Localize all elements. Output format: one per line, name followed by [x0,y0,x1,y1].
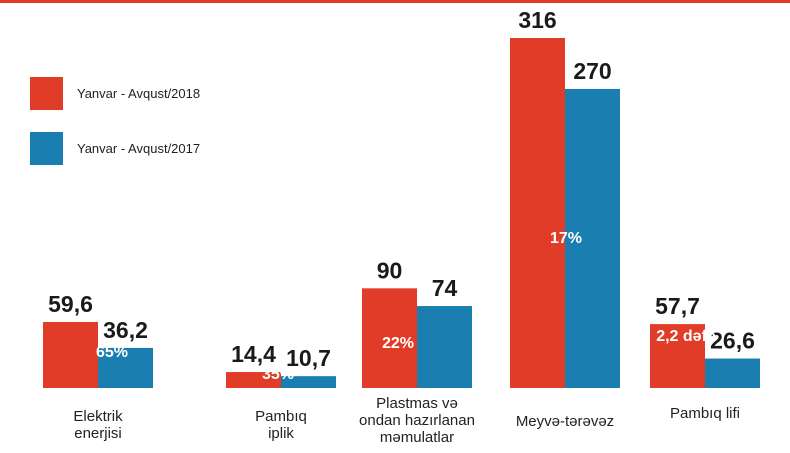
bar [281,376,336,388]
legend-swatch [30,77,63,110]
top-rule [0,0,790,3]
bar [417,306,472,388]
bar [510,38,565,388]
value-label: 74 [432,275,458,301]
bar [705,358,760,388]
value-label: 36,2 [103,317,148,343]
annotation: 22% [382,335,414,352]
value-label: 90 [377,257,403,283]
bar [98,347,153,388]
bar [650,324,705,388]
value-label: 57,7 [655,293,700,319]
legend-label: Yanvar - Avqust/2017 [77,141,200,156]
annotation: 65% [96,344,128,361]
value-label: 270 [573,58,611,84]
category-label: Plastmas və ondan hazırlanan məmulatlar [359,395,475,446]
category-label: Pambıq lifi [669,405,741,422]
annotation: 17% [550,230,582,247]
category-label: Pambıq iplik [255,408,307,442]
category-label: Elektrik enerjisi [73,408,123,442]
value-label: 59,6 [48,291,93,317]
value-label: 10,7 [286,345,331,371]
value-label: 14,4 [231,341,276,367]
bar [43,321,98,388]
bar [362,288,417,388]
value-label: 316 [518,7,556,33]
value-label: 26,6 [710,328,755,354]
legend-swatch [30,132,63,165]
annotation: 35% [262,366,294,383]
bar [565,88,620,388]
category-label: Meyvə-tərəvəz [515,413,615,430]
annotation: 2,2 dəfə [656,328,716,345]
bar [226,372,281,388]
legend-label: Yanvar - Avqust/2018 [77,86,200,101]
